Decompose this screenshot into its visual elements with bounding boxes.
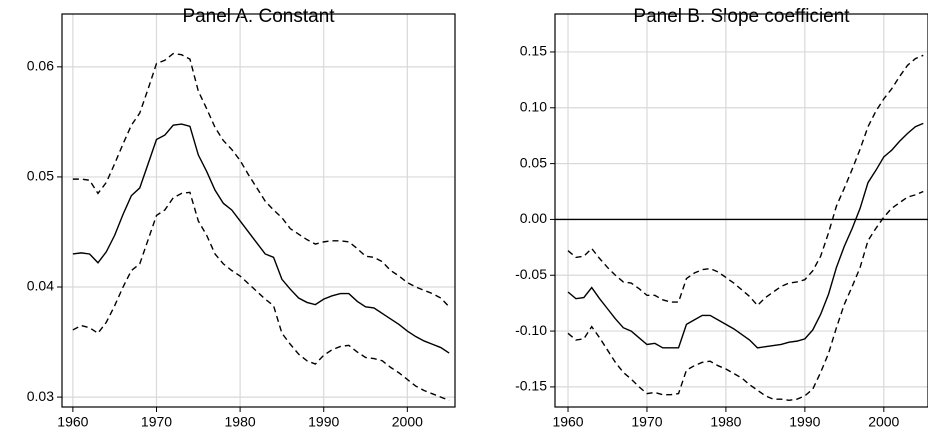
x-tick-label: 2000 — [392, 414, 423, 430]
y-tick-label: 0.05 — [520, 154, 547, 170]
series-line — [567, 54, 924, 307]
x-tick-label: 1990 — [789, 414, 820, 430]
x-tick-label: 1980 — [225, 414, 256, 430]
x-tick-label: 1990 — [308, 414, 339, 430]
series-line — [567, 122, 924, 349]
series-line — [72, 123, 450, 354]
series-line — [72, 52, 450, 308]
x-tick-label: 1960 — [57, 414, 88, 430]
chart-title: Panel B. Slope coefficient — [633, 6, 850, 27]
y-tick-label: 0.06 — [27, 58, 54, 74]
panel: Panel B. Slope coefficient 0.15 0.10 0.05 0.… — [515, 6, 928, 430]
y-tick-label: -0.10 — [515, 322, 547, 338]
series-line — [72, 191, 450, 402]
y-tick-label: -0.15 — [515, 378, 547, 394]
y-tick-label: 0.10 — [520, 98, 547, 114]
chart-title: Panel A. Constant — [182, 6, 335, 27]
x-tick-label: 2000 — [868, 414, 899, 430]
panel: Panel A. Constant 0.03 0.04 0.05 0.06 1960 197… — [27, 6, 456, 430]
x-tick-label: 1960 — [552, 414, 583, 430]
y-tick-label: 0.04 — [27, 278, 54, 294]
plot-frame — [61, 13, 456, 408]
y-tick-label: 0.15 — [520, 43, 547, 59]
plot-frame — [554, 13, 928, 408]
x-tick-label: 1970 — [631, 414, 662, 430]
y-tick-label: -0.05 — [515, 266, 547, 282]
y-tick-label: 0.00 — [520, 210, 547, 226]
x-tick-label: 1980 — [710, 414, 741, 430]
series-line — [567, 190, 924, 402]
y-tick-label: 0.05 — [27, 168, 54, 184]
x-tick-label: 1970 — [141, 414, 172, 430]
y-tick-label: 0.03 — [27, 388, 54, 404]
